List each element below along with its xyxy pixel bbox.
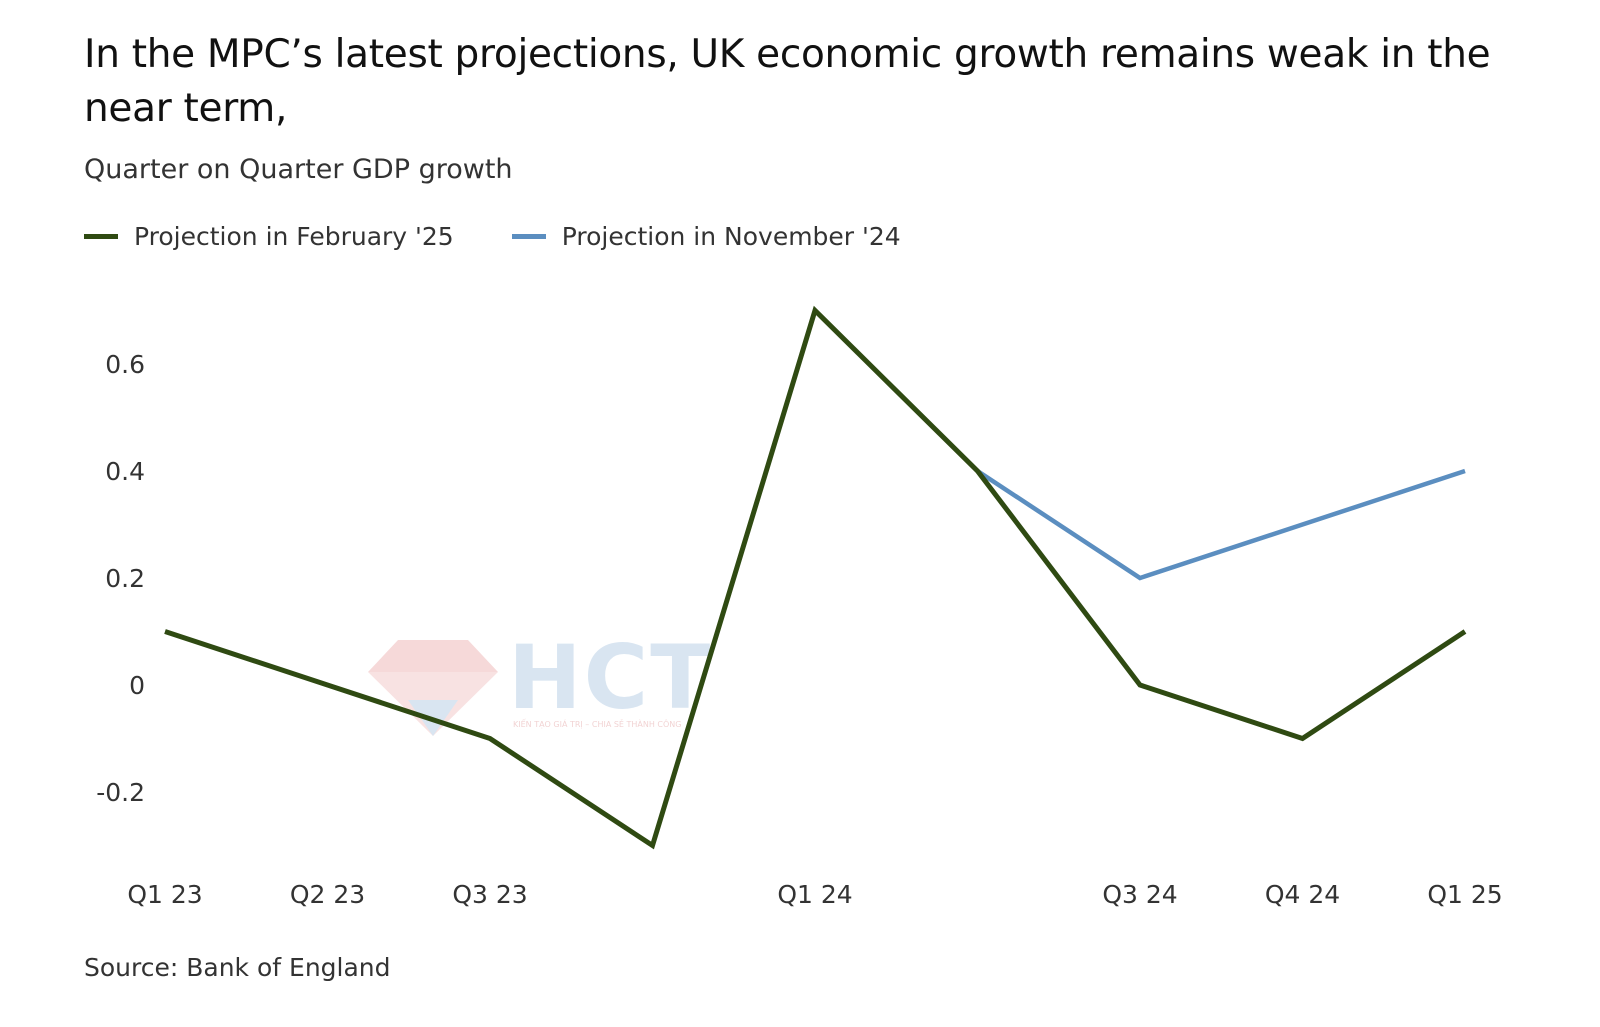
data-point-february <box>1463 630 1467 634</box>
data-point-february <box>1138 683 1142 687</box>
data-point-november <box>1301 523 1305 527</box>
x-tick-label: Q4 24 <box>1265 880 1340 909</box>
watermark-text: HCT <box>508 626 713 729</box>
y-tick-label: -0.2 <box>96 778 145 807</box>
legend-label-november: Projection in November '24 <box>561 222 901 251</box>
legend-swatch-november <box>511 234 546 239</box>
diamond-logo-icon <box>368 640 498 736</box>
data-point-november <box>1138 576 1142 580</box>
x-tick-label: Q2 23 <box>290 880 365 909</box>
chart-subtitle: Quarter on Quarter GDP growth <box>84 154 513 185</box>
data-point-november <box>1463 469 1467 473</box>
series-line-november <box>976 468 1466 581</box>
y-tick-label: 0.4 <box>105 457 145 486</box>
y-tick-label: 0.2 <box>105 564 145 593</box>
data-point-february <box>976 469 980 473</box>
x-tick-label: Q1 23 <box>127 880 202 909</box>
legend-item-february: Projection in February '25 <box>84 222 454 251</box>
data-point-february <box>813 309 817 313</box>
data-point-february <box>651 844 655 848</box>
series-line-february <box>164 305 1467 850</box>
watermark-logo: HCT KIẾN TẠO GIÁ TRỊ – CHIA SẺ THÀNH CÔN… <box>368 626 710 740</box>
data-point-february <box>1301 737 1305 741</box>
x-tick-label: Q3 23 <box>452 880 527 909</box>
x-tick-label: Q1 25 <box>1427 880 1502 909</box>
legend-item-november: Projection in November '24 <box>511 222 901 251</box>
x-tick-label: Q1 24 <box>777 880 852 909</box>
data-point-february <box>163 630 167 634</box>
y-tick-label: 0.6 <box>105 350 145 379</box>
watermark-tagline: KIẾN TẠO GIÁ TRỊ – CHIA SẺ THÀNH CÔNG <box>513 720 682 729</box>
x-tick-label: Q3 24 <box>1102 880 1177 909</box>
legend-label-february: Projection in February '25 <box>134 222 454 251</box>
y-tick-label: 0 <box>129 671 145 700</box>
chart-legend: Projection in February '25 Projection in… <box>84 222 959 251</box>
chart-title: In the MPC’s latest projections, UK econ… <box>84 32 1491 131</box>
data-point-february <box>488 737 492 741</box>
data-point-february <box>326 683 330 687</box>
legend-swatch-february <box>84 234 118 239</box>
chart-source: Source: Bank of England <box>84 953 391 982</box>
